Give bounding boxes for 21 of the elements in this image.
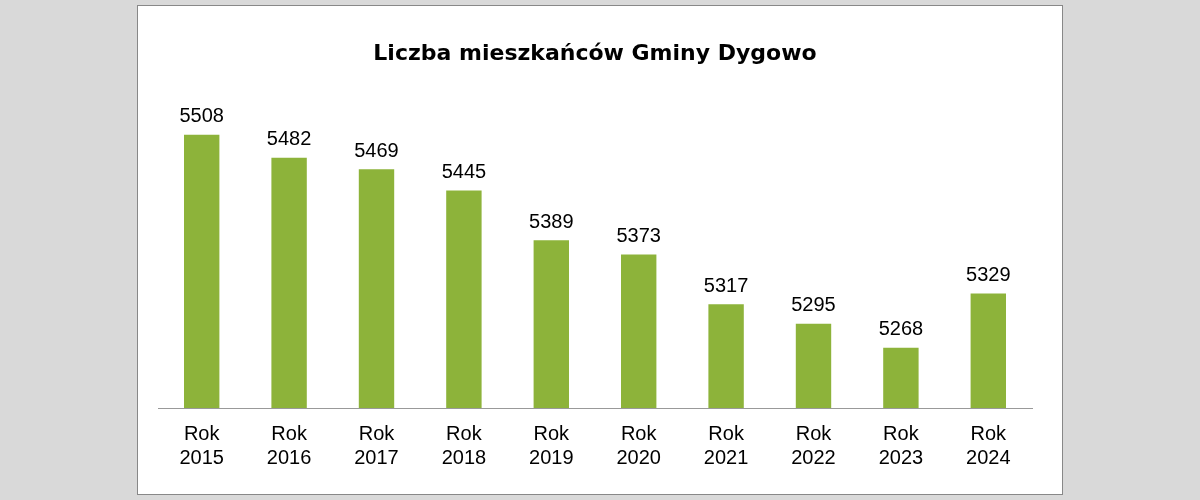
data-label: 5295 [791, 293, 836, 316]
data-label: 5469 [354, 138, 399, 161]
x-tick-label: Rok 2015 [179, 421, 224, 468]
data-label: 5482 [266, 127, 312, 150]
x-tick-label: Rok 2024 [966, 421, 1011, 468]
x-tick-label: Rok 2023 [878, 421, 924, 468]
x-tick-label: Rok 2016 [266, 421, 312, 468]
data-label: 5508 [179, 104, 224, 127]
x-tick-label: Rok 2018 [441, 421, 487, 468]
chart-title: Liczba mieszkańców Gminy Dygowo [373, 39, 817, 65]
x-tick-label: Rok 2019 [529, 421, 574, 468]
data-label: 5389 [529, 209, 574, 232]
data-label: 5329 [966, 263, 1011, 286]
data-label: 5445 [441, 160, 487, 183]
data-label: 5373 [616, 223, 661, 246]
data-label: 5317 [703, 273, 749, 296]
x-tick-label: Rok 2020 [616, 421, 661, 468]
data-label: 5268 [878, 317, 924, 340]
x-tick-label: Rok 2021 [703, 421, 749, 468]
x-tick-label: Rok 2022 [791, 421, 836, 468]
x-tick-label: Rok 2017 [354, 421, 399, 468]
